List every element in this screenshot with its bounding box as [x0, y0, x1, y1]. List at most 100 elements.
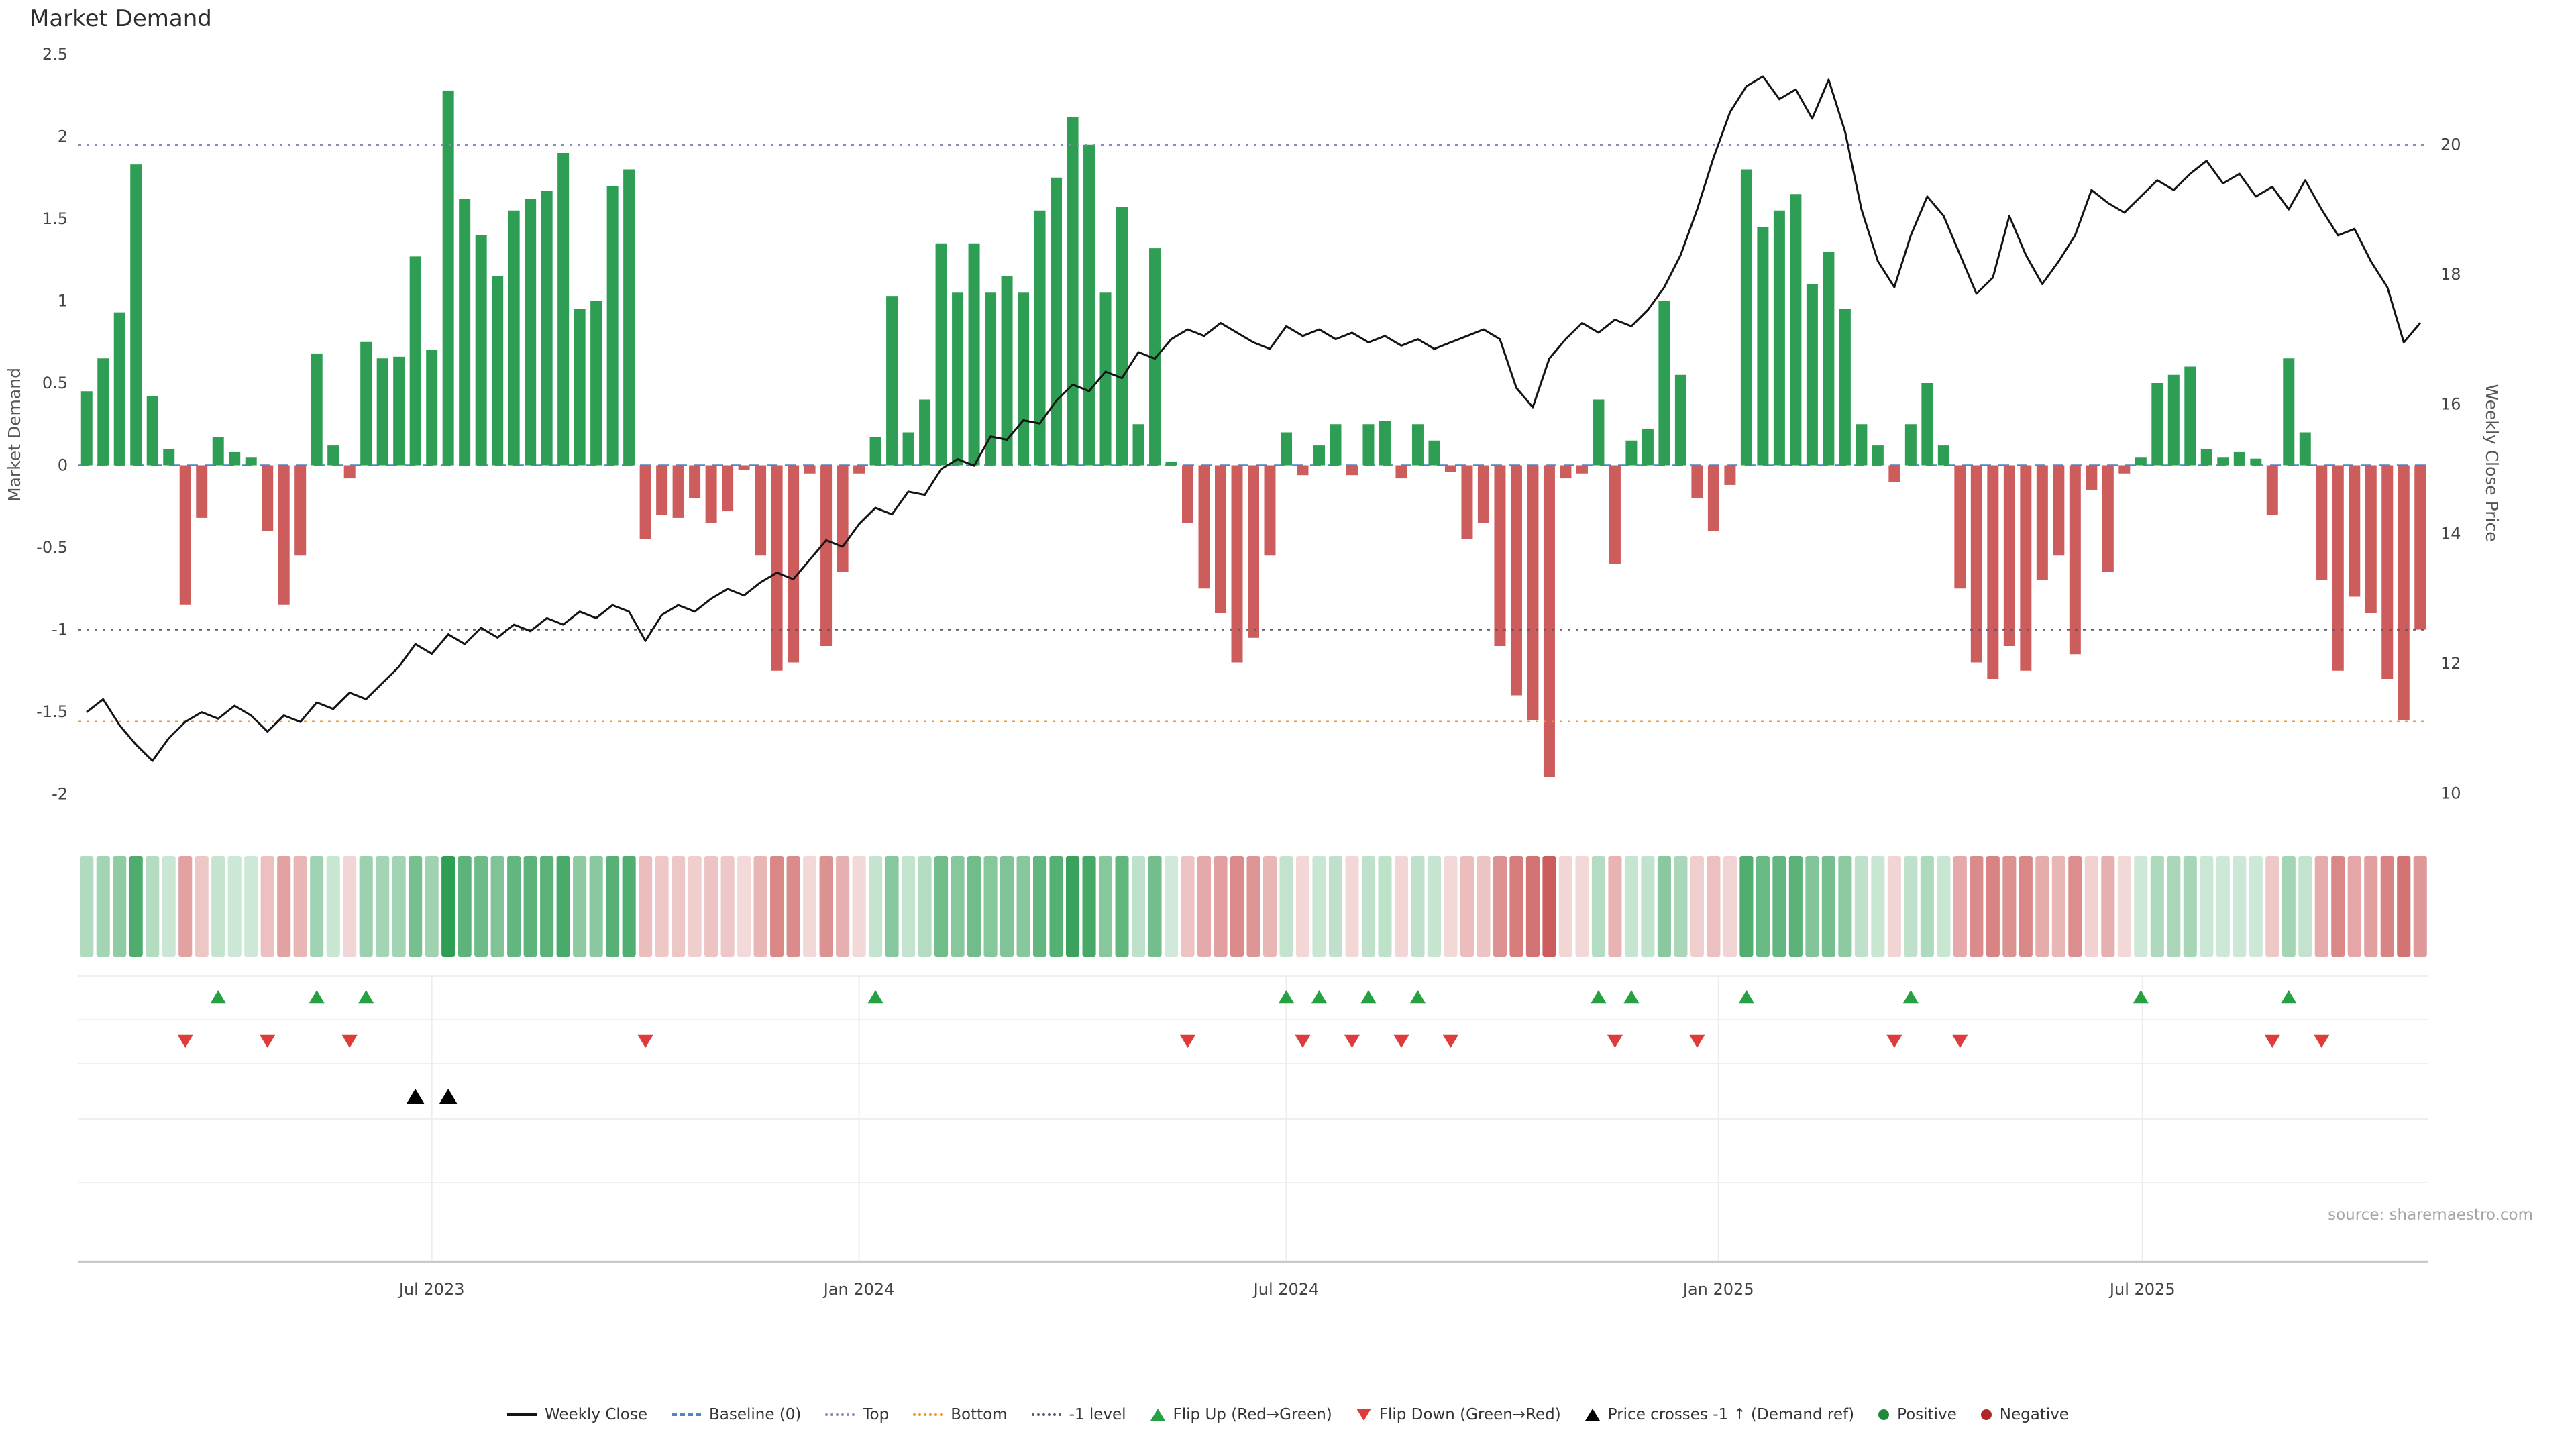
heatmap-cell [589, 856, 603, 957]
demand-bar [1264, 465, 1276, 556]
heatmap-cell [951, 856, 965, 957]
demand-bar [343, 465, 356, 479]
demand-bar [738, 465, 750, 470]
flip-down-marker [637, 1034, 653, 1048]
demand-bar [1839, 309, 1851, 466]
demand-bar [1560, 465, 1572, 479]
flip-down-marker [1393, 1034, 1409, 1048]
demand-bar [2135, 457, 2147, 466]
demand-bar [952, 292, 964, 466]
legend-item-flip-down-green-red[interactable]: Flip Down (Green→Red) [1356, 1406, 1561, 1424]
flip-down-marker [2264, 1034, 2280, 1048]
heatmap-cell [1115, 856, 1129, 957]
legend-label: Top [863, 1406, 890, 1424]
legend-item-1-level[interactable]: -1 level [1031, 1406, 1126, 1424]
legend-item-price-crosses-1-demand-ref[interactable]: Price crosses -1 ↑ (Demand ref) [1585, 1406, 1854, 1424]
heatmap-cell [195, 856, 209, 957]
demand-bar [2200, 449, 2212, 466]
legend-item-negative[interactable]: Negative [1980, 1406, 2069, 1424]
demand-bar [1198, 465, 1210, 589]
heatmap-cell [1246, 856, 1260, 957]
demand-bar [705, 465, 717, 523]
demand-bar [1806, 284, 1818, 466]
demand-bar [1083, 144, 1095, 466]
right-axis-title: Weekly Close Price [2482, 384, 2502, 541]
demand-bar [212, 437, 224, 466]
demand-bar [196, 465, 208, 518]
legend-item-top[interactable]: Top [825, 1406, 889, 1424]
heatmap-cell [409, 856, 423, 957]
heatmap-cell [474, 856, 488, 957]
heatmap-cell [1723, 856, 1737, 957]
heatmap-cell [1986, 856, 2000, 957]
flip-up-marker [1591, 990, 1607, 1004]
demand-bar [1018, 292, 1030, 466]
heatmap-cell [1641, 856, 1655, 957]
flip-up-marker [1738, 990, 1754, 1004]
heatmap-cell [2233, 856, 2247, 957]
heatmap-cell [2002, 856, 2017, 957]
heatmap-cell [2364, 856, 2378, 957]
demand-bar [1132, 424, 1144, 466]
demand-bar [1872, 445, 1884, 466]
demand-bar [919, 399, 931, 466]
heatmap-cell [1690, 856, 1704, 957]
heatmap-cell [1871, 856, 1885, 957]
heatmap-cell [1970, 856, 1984, 957]
demand-bar [623, 169, 635, 466]
demand-bar [294, 465, 307, 556]
demand-bar [541, 191, 553, 466]
heatmap-cell [146, 856, 160, 957]
demand-bar [1411, 424, 1424, 466]
flip-down-marker [1295, 1034, 1311, 1048]
demand-bar [1609, 465, 1621, 564]
demand-bar [689, 465, 701, 498]
legend-label: -1 level [1069, 1406, 1126, 1424]
demand-bar [229, 451, 241, 466]
flip-up-marker [210, 990, 226, 1004]
legend-swatch-icon [825, 1413, 855, 1416]
heatmap-cell [2035, 856, 2049, 957]
heatmap-cell [441, 856, 455, 957]
heatmap-cell [540, 856, 554, 957]
heatmap-cell [803, 856, 817, 957]
heatmap-cell [2397, 856, 2411, 957]
heatmap-cell [918, 856, 932, 957]
heatmap-cell [162, 856, 176, 957]
legend-item-weekly-close[interactable]: Weekly Close [507, 1406, 647, 1424]
demand-bar [1313, 445, 1325, 466]
demand-bar [2233, 451, 2245, 466]
heatmap-cell [2216, 856, 2230, 957]
demand-bar [2003, 465, 2015, 646]
left-y-tick-label: -1.5 [36, 702, 68, 721]
left-y-tick-label: 2 [58, 127, 68, 146]
demand-bar [2381, 465, 2394, 679]
heatmap-cell [2331, 856, 2345, 957]
demand-bar [459, 199, 471, 466]
demand-bar [755, 465, 767, 556]
demand-bar [1642, 429, 1654, 466]
legend-swatch-icon [1356, 1409, 1371, 1421]
heatmap-cell [1328, 856, 1343, 957]
demand-bar [2151, 383, 2163, 466]
demand-bar [1297, 465, 1309, 476]
right-y-tick-label: 18 [2440, 265, 2461, 284]
legend-swatch-icon [1031, 1413, 1061, 1416]
legend-item-baseline-0[interactable]: Baseline (0) [672, 1406, 801, 1424]
demand-bar [1444, 465, 1456, 472]
heatmap-cell [1838, 856, 1852, 957]
heatmap-cell [1312, 856, 1326, 957]
legend-item-flip-up-red-green[interactable]: Flip Up (Red→Green) [1150, 1406, 1332, 1424]
heatmap-cell [655, 856, 669, 957]
left-y-tick-label: 1 [58, 292, 68, 311]
demand-bar [1954, 465, 1966, 589]
x-tick-label: Jul 2024 [1252, 1280, 1320, 1299]
heatmap-cell [1164, 856, 1179, 957]
heatmap-cell [1887, 856, 1901, 957]
left-y-tick-label: -0.5 [36, 538, 68, 557]
heatmap-cell [753, 856, 767, 957]
demand-bar [163, 449, 175, 466]
legend-item-positive[interactable]: Positive [1878, 1406, 1957, 1424]
legend-item-bottom[interactable]: Bottom [913, 1406, 1008, 1424]
left-y-tick-label: 0 [58, 456, 68, 475]
